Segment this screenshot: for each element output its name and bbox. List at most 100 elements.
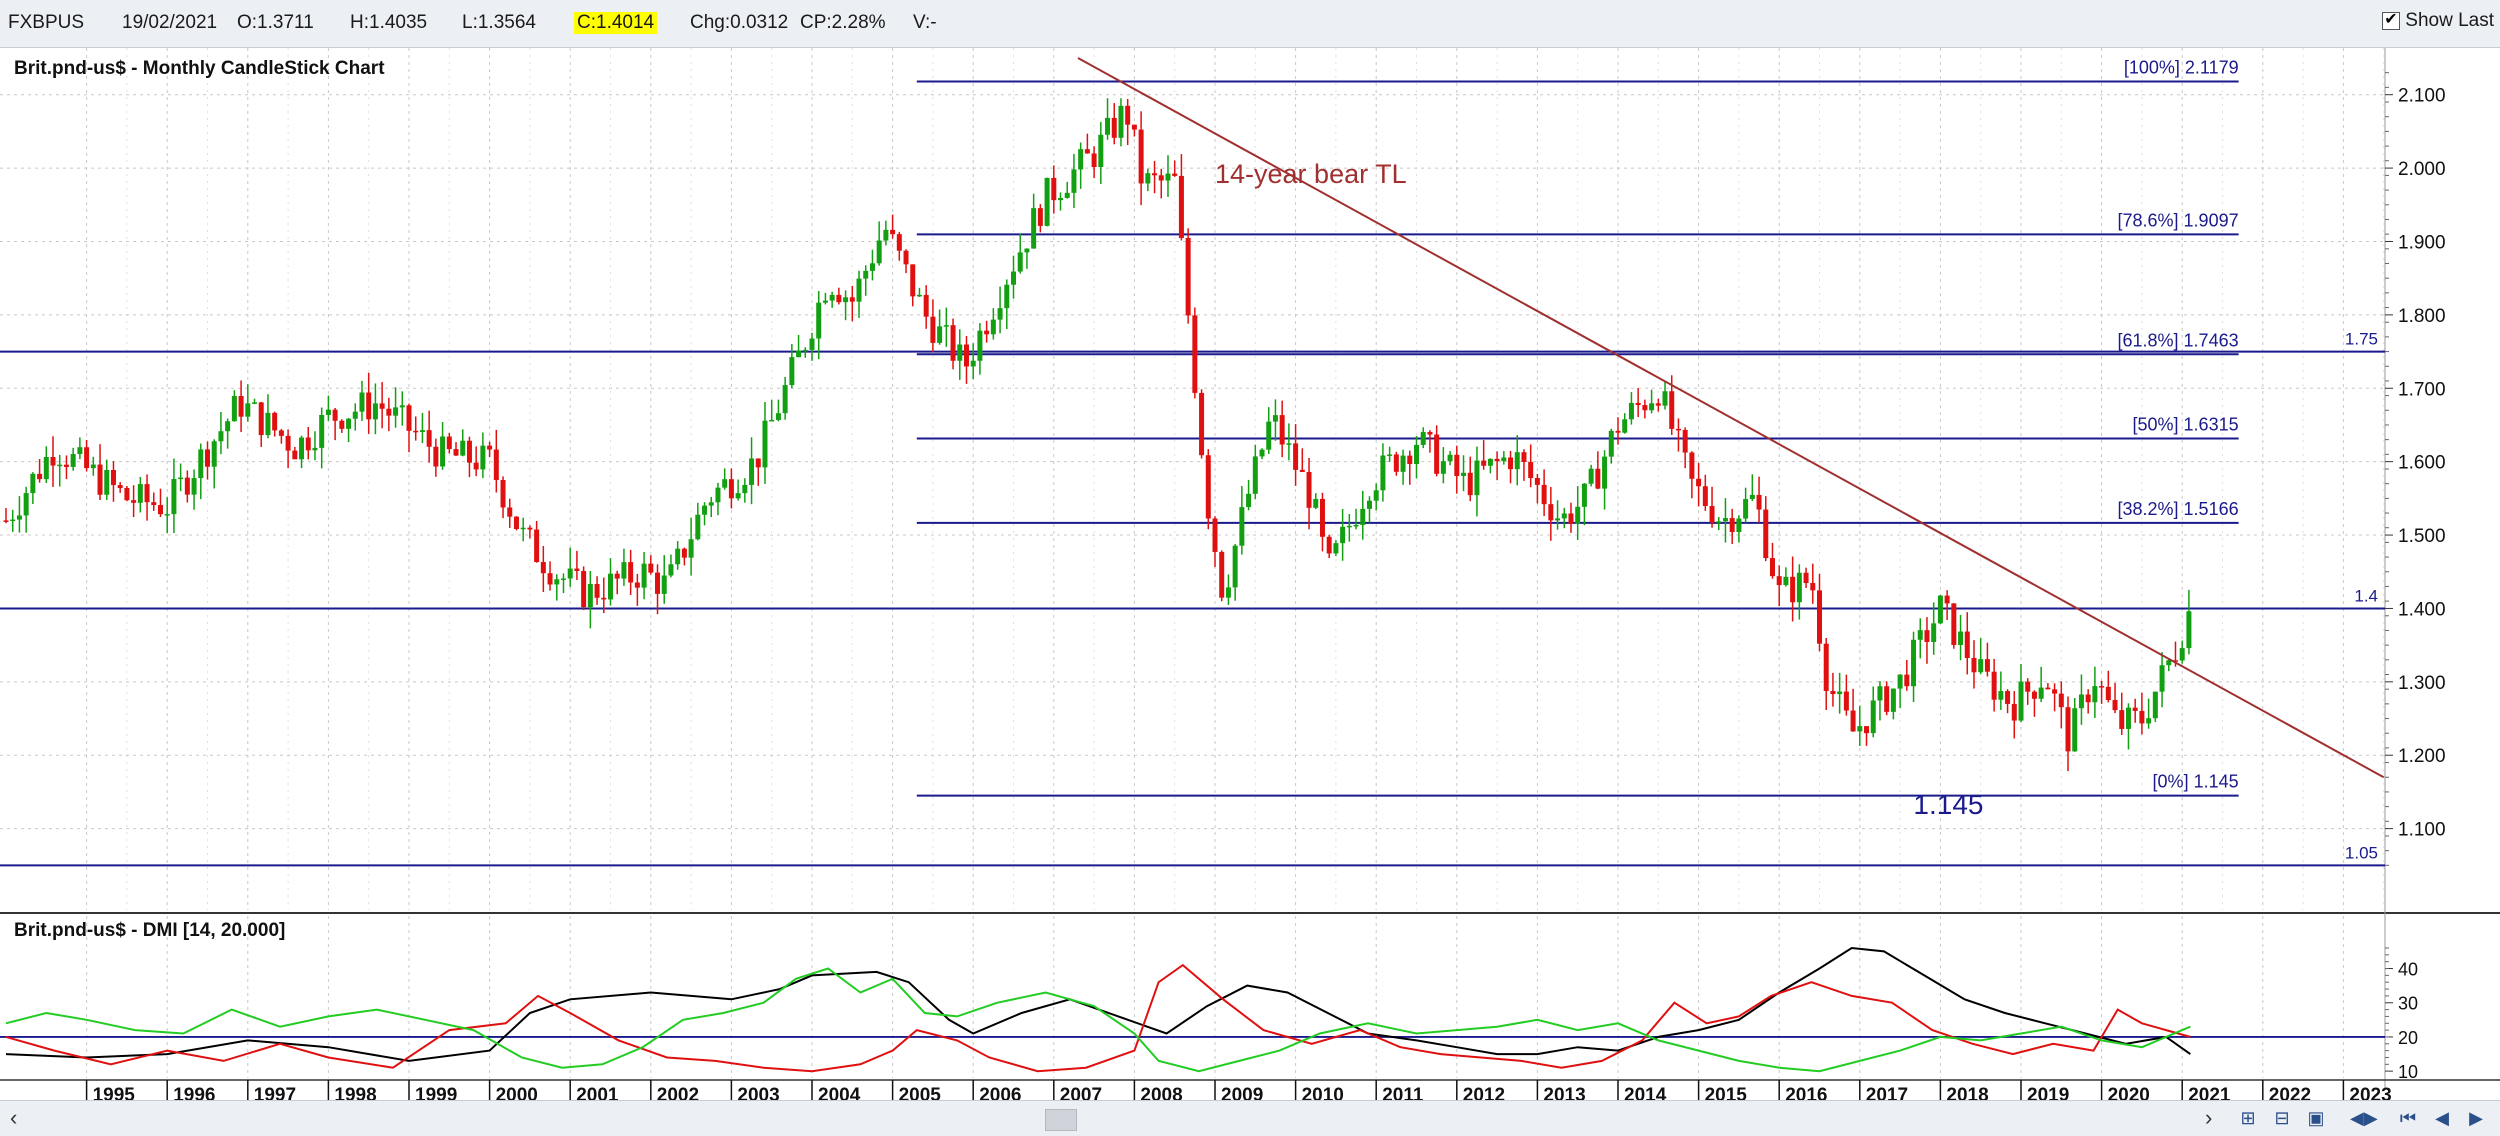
year-tick-label: 2003 <box>737 1085 779 1100</box>
dmi-series-line <box>5 946 2191 1062</box>
main-panel-bg <box>0 48 2500 912</box>
candle-body <box>1769 558 1775 577</box>
candle-body <box>1528 461 1534 478</box>
candle-body <box>97 464 103 495</box>
candle-body <box>1091 153 1097 167</box>
candle-body <box>890 229 896 235</box>
candle-body <box>406 405 412 431</box>
candle-body <box>1044 177 1050 226</box>
candle-body <box>1172 173 1178 176</box>
candle-body <box>1078 149 1084 170</box>
candle-body <box>1447 454 1453 462</box>
candle-body <box>554 579 560 585</box>
candle-body <box>1272 415 1278 422</box>
candle-body <box>1911 639 1917 687</box>
year-tick-label: 2020 <box>2108 1085 2150 1100</box>
candle-body <box>1830 690 1836 695</box>
candle-body <box>1850 710 1856 732</box>
candle-body <box>675 548 681 565</box>
candle-body <box>749 458 755 485</box>
candle-body <box>1199 392 1205 456</box>
scroll-thumb[interactable] <box>1045 1109 1077 1131</box>
year-tick-label: 2021 <box>2188 1085 2231 1100</box>
candle-body <box>285 435 291 451</box>
candle-body <box>1870 700 1876 734</box>
candle-body <box>473 462 479 470</box>
candle-body <box>916 294 922 297</box>
candle-body <box>1608 430 1614 457</box>
candle-body <box>2099 686 2105 688</box>
candle-body <box>37 473 43 480</box>
candle-body <box>1165 173 1171 181</box>
candle-body <box>708 502 714 506</box>
candle-body <box>1743 499 1749 519</box>
candle-body <box>1649 403 1655 411</box>
candle-body <box>1796 572 1802 603</box>
candle-body <box>1407 455 1413 464</box>
candle-body <box>863 270 869 279</box>
candle-body <box>10 519 16 522</box>
candle-body <box>869 263 875 271</box>
candle-body <box>1662 391 1668 406</box>
main-grid <box>0 48 2500 1088</box>
show-last-checkbox[interactable] <box>2382 9 2401 30</box>
zoom-in-icon[interactable]: ⊞ <box>2240 1108 2256 1128</box>
candle-body <box>57 464 63 467</box>
candle-body <box>728 479 734 499</box>
candle-body <box>1931 623 1937 643</box>
candle-body <box>1508 457 1514 470</box>
candle-body <box>1776 576 1782 586</box>
zoom-out-icon[interactable]: ⊟ <box>2274 1108 2290 1128</box>
fib-level-label: [38.2%] 1.5166 <box>2118 499 2239 519</box>
candle-body <box>1783 576 1789 586</box>
candle-body <box>1541 484 1547 505</box>
candle-body <box>1299 469 1305 472</box>
candle-body <box>319 414 325 448</box>
year-tick-label: 1995 <box>93 1085 136 1100</box>
candle-body <box>3 520 9 522</box>
candle-body <box>534 529 540 563</box>
step-forward-icon[interactable]: ▶ <box>2469 1108 2483 1128</box>
symbol-label: FXBPUS <box>8 12 85 33</box>
candle-body <box>822 300 828 303</box>
candle-body <box>332 409 338 421</box>
close-label: C:1.4014 <box>574 12 658 34</box>
go-start-icon[interactable]: ⏮ <box>2399 1108 2417 1128</box>
candle-body <box>1434 434 1440 474</box>
step-back-icon[interactable]: ◀ <box>2435 1108 2449 1128</box>
candle-body <box>1937 595 1943 624</box>
candle-body <box>722 479 728 488</box>
scroll-left-icon[interactable]: ‹ <box>10 1105 18 1130</box>
scrollbar[interactable]: ‹ › ⊞ ⊟ ▣ ◀▶ ⏮ ◀ ▶ <box>0 1100 2500 1136</box>
candle-body <box>90 464 96 469</box>
low-label: L:1.3564 <box>462 12 536 33</box>
candle-body <box>1655 403 1661 406</box>
show-last-toggle[interactable]: Show Last <box>2382 9 2494 32</box>
year-tick-label: 2016 <box>1785 1085 1827 1100</box>
candle-body <box>426 430 432 447</box>
candle-body <box>1474 460 1480 496</box>
dmi-grid <box>86 916 2344 1078</box>
candle-body <box>513 516 519 530</box>
key-level-label: 1.05 <box>2345 843 2378 862</box>
candle-body <box>1978 659 1984 673</box>
candle-body <box>1736 518 1742 533</box>
year-tick-label: 2006 <box>979 1085 1021 1100</box>
year-tick-label: 2022 <box>2269 1085 2311 1100</box>
candle-body <box>1689 452 1695 479</box>
candle-body <box>1306 471 1312 508</box>
candle-body <box>110 469 116 486</box>
candle-body <box>634 582 640 588</box>
dmi-series-line <box>5 967 2191 1073</box>
scroll-right-icon[interactable]: › <box>2205 1105 2213 1130</box>
candle-body <box>581 570 587 608</box>
candle-body <box>1924 630 1930 643</box>
candle-body <box>1467 472 1473 496</box>
fit-icon[interactable]: ▣ <box>2307 1108 2325 1128</box>
year-tick-label: 2008 <box>1140 1085 1182 1100</box>
candle-body <box>1286 443 1292 445</box>
candle-body <box>305 437 311 451</box>
scroll-both-icon[interactable]: ◀▶ <box>2350 1108 2378 1128</box>
candle-body <box>2005 691 2011 704</box>
candle-body <box>567 568 573 579</box>
